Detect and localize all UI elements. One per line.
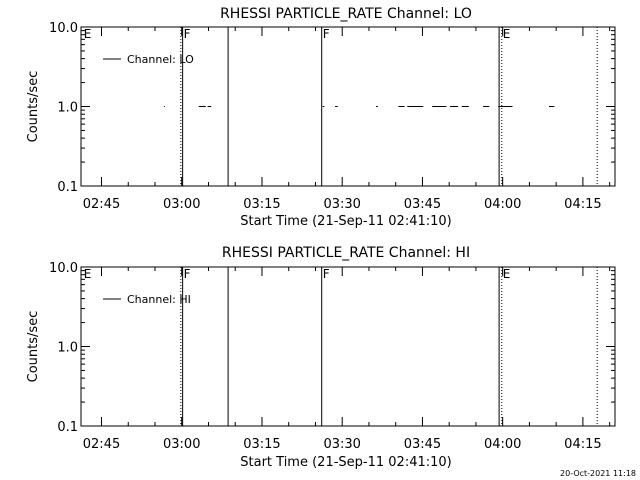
legend-label: Channel: HI	[127, 293, 191, 306]
marker-label: F	[184, 27, 191, 41]
x-tick-label: 03:00	[163, 197, 200, 212]
x-tick-label: 02:45	[83, 437, 120, 452]
y-axis-label: Counts/sec	[26, 71, 41, 143]
chart-panel-1: RHESSI PARTICLE_RATE Channel: LO Start Ti…	[26, 6, 616, 229]
x-tick-label: 03:30	[323, 437, 360, 452]
marker-label: E	[503, 267, 511, 281]
x-tick-label: 04:15	[564, 197, 601, 212]
x-tick-label: 03:00	[163, 437, 200, 452]
chart-title: RHESSI PARTICLE_RATE Channel: HI	[222, 245, 470, 261]
marker-label: E	[84, 27, 92, 41]
x-axis-label: Start Time (21-Sep-11 02:41:10)	[240, 214, 451, 229]
legend-label: Channel: LO	[127, 53, 194, 66]
x-tick-label: 04:00	[484, 437, 521, 452]
x-tick-label: 03:45	[404, 197, 441, 212]
y-tick-label: 0.1	[57, 180, 78, 195]
y-tick-label: 1.0	[57, 341, 78, 356]
x-tick-label: 03:30	[323, 197, 360, 212]
x-tick-label: 04:00	[484, 197, 521, 212]
chart-title: RHESSI PARTICLE_RATE Channel: LO	[220, 6, 472, 22]
y-tick-label: 1.0	[57, 101, 78, 116]
marker-label: E	[84, 267, 92, 281]
x-tick-label: 02:45	[83, 197, 120, 212]
x-tick-label: 03:45	[404, 437, 441, 452]
generation-timestamp: 20-Oct-2021 11:18	[560, 469, 636, 478]
chart-panel-2: RHESSI PARTICLE_RATE Channel: HI Start Ti…	[26, 245, 616, 470]
x-axis-label: Start Time (21-Sep-11 02:41:10)	[240, 455, 451, 470]
y-tick-label: 0.1	[57, 420, 78, 435]
y-tick-label: 10.0	[49, 21, 78, 36]
marker-label: F	[323, 27, 330, 41]
y-tick-label: 10.0	[49, 261, 78, 276]
x-tick-label: 04:15	[564, 437, 601, 452]
x-tick-label: 03:15	[243, 437, 280, 452]
x-tick-label: 03:15	[243, 197, 280, 212]
marker-label: F	[323, 267, 330, 281]
y-axis-label: Counts/sec	[26, 311, 41, 383]
marker-label: E	[503, 27, 511, 41]
marker-label: F	[184, 267, 191, 281]
